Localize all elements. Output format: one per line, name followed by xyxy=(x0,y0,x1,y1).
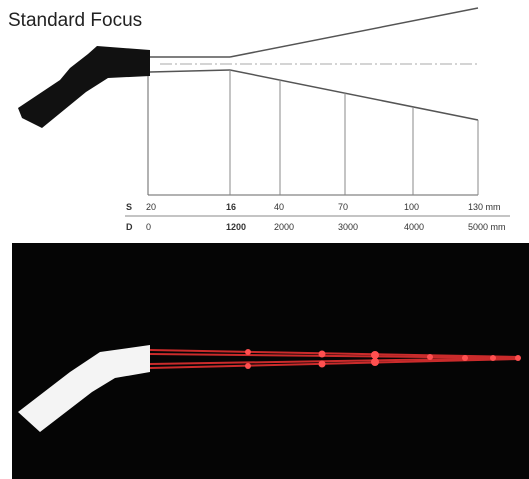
table-cell: 16 xyxy=(226,202,236,212)
beam-edge xyxy=(229,69,479,121)
table-cell: 3000 xyxy=(338,222,358,232)
table-cell: 4000 xyxy=(404,222,424,232)
thermometer-icon xyxy=(18,46,150,128)
laser-dots xyxy=(245,349,521,369)
title: Standard Focus xyxy=(8,10,142,31)
table-cell: 0 xyxy=(146,222,151,232)
row-label: S xyxy=(126,202,132,212)
table-cell: 5000 mm xyxy=(468,222,506,232)
optics-schematic xyxy=(18,7,510,217)
table-cell: 100 xyxy=(404,202,419,212)
thermometer-photo xyxy=(18,345,150,432)
beam-edge xyxy=(149,69,231,73)
table-cell: 70 xyxy=(338,202,348,212)
laser-photo xyxy=(12,243,529,479)
spot-table: S 20 16 40 70 100 130 mm D 0 1200 2000 3000 4000 5000… xyxy=(126,202,506,232)
table-cell: 20 xyxy=(146,202,156,212)
laser-beams xyxy=(149,349,521,369)
row-label: D xyxy=(126,222,133,232)
table-cell: 1200 xyxy=(226,222,246,232)
table-cell: 130 mm xyxy=(468,202,501,212)
beam-edge xyxy=(229,7,479,58)
table-cell: 40 xyxy=(274,202,284,212)
table-cell: 2000 xyxy=(274,222,294,232)
